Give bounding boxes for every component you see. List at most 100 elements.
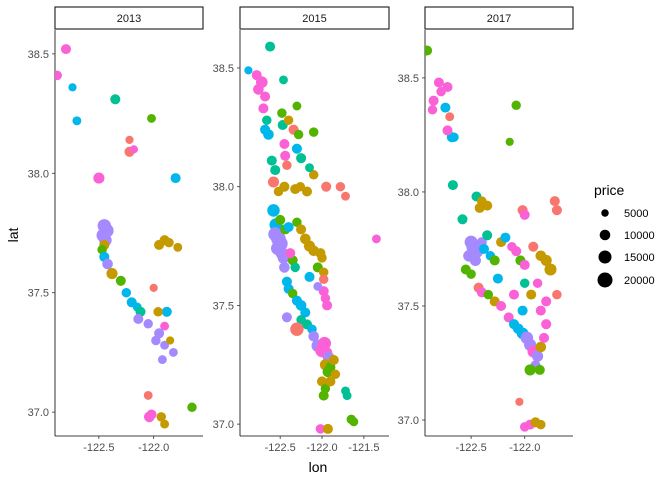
data-point [433, 77, 444, 88]
y-tick-label: 38.0 [398, 187, 419, 199]
data-point [290, 322, 304, 336]
data-point [279, 138, 290, 150]
data-point [445, 112, 455, 122]
legend-key [597, 272, 613, 288]
data-point [267, 176, 280, 188]
legend-key [599, 229, 611, 241]
data-point [253, 84, 264, 95]
data-point [262, 115, 272, 125]
data-point [285, 248, 296, 259]
data-point [505, 137, 514, 146]
data-point [318, 274, 329, 285]
panel-points-group [244, 41, 381, 434]
data-point [102, 258, 113, 270]
data-point [308, 331, 320, 342]
data-point [536, 419, 546, 430]
data-point [279, 181, 290, 192]
data-point [541, 296, 552, 307]
data-point [335, 181, 346, 192]
data-point [106, 268, 118, 280]
y-tick-label: 37.0 [28, 407, 49, 419]
data-point [492, 273, 503, 284]
y-tick-label: 37.0 [213, 419, 234, 431]
data-point [308, 127, 319, 137]
data-point [147, 113, 156, 123]
data-point [187, 402, 197, 413]
data-point [511, 100, 521, 111]
facet-strip [424, 6, 574, 30]
legend-key [601, 209, 609, 217]
data-point [125, 135, 134, 145]
data-point [290, 262, 300, 273]
legend-key [598, 250, 612, 264]
data-point [133, 313, 144, 325]
data-point [317, 253, 327, 263]
data-point [129, 145, 139, 154]
data-point [154, 239, 165, 250]
data-point [428, 95, 439, 106]
data-point [442, 81, 453, 93]
data-point [115, 275, 126, 286]
data-point [328, 354, 339, 366]
data-point [425, 45, 433, 56]
data-point [538, 332, 550, 343]
data-point [275, 214, 286, 225]
data-point [322, 423, 333, 434]
data-point [315, 424, 326, 434]
data-point [528, 241, 539, 252]
data-point [541, 319, 552, 330]
legend-title: price [594, 182, 625, 198]
data-point [265, 41, 276, 52]
data-point [371, 234, 381, 244]
data-point [121, 287, 132, 298]
data-point [258, 103, 269, 114]
data-point [318, 336, 331, 350]
data-point [330, 369, 341, 380]
panels-layer: 2013 37.0 37.5 38.0 38.5 -122.5 -122.0 2015 37.0… [28, 6, 574, 454]
data-point [283, 115, 294, 125]
data-point [173, 242, 183, 252]
data-point [260, 91, 271, 102]
data-point [279, 262, 290, 273]
data-point [469, 254, 481, 266]
data-point [304, 271, 315, 282]
y-tick-label: 38.0 [28, 168, 49, 180]
y-tick-label: 37.0 [398, 415, 419, 427]
data-point [482, 230, 493, 241]
x-tick-label: -122.5 [456, 442, 487, 454]
y-tick-label: 38.5 [398, 73, 419, 85]
data-point [301, 186, 313, 197]
data-point [267, 204, 280, 217]
y-tick-label: 37.5 [398, 301, 419, 313]
x-tick-label: -122.0 [306, 442, 337, 454]
data-point [305, 163, 314, 173]
data-point [266, 155, 277, 166]
facet-strip-label: 2015 [302, 13, 326, 25]
data-point [308, 170, 319, 180]
data-point [72, 116, 82, 126]
y-tick-label: 38.5 [213, 63, 234, 75]
data-point [291, 143, 302, 154]
y-tick-label: 37.5 [28, 288, 49, 300]
data-point [279, 75, 288, 85]
data-point [149, 283, 158, 293]
data-point [318, 390, 329, 401]
data-point [277, 108, 287, 118]
data-point [153, 307, 163, 317]
data-point [160, 321, 170, 331]
legend-label: 10000 [624, 230, 655, 242]
data-point [519, 259, 530, 270]
data-point [500, 232, 511, 243]
panel-points-group [55, 44, 197, 429]
facet-strip [54, 6, 204, 30]
x-tick-label: -122.5 [83, 442, 114, 454]
data-point [442, 125, 453, 136]
data-point [60, 44, 72, 55]
legend-label: 20000 [624, 275, 655, 287]
data-point [263, 129, 274, 140]
data-point [160, 419, 170, 429]
data-point [110, 94, 121, 105]
data-point [281, 312, 292, 323]
data-point [280, 150, 291, 161]
data-point [296, 153, 307, 164]
